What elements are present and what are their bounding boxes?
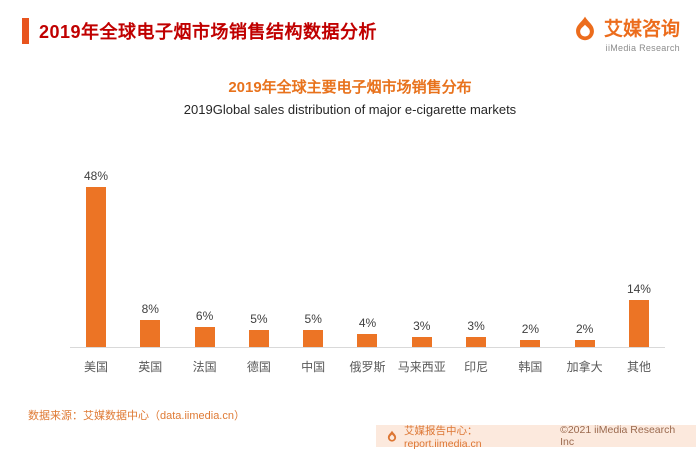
bar-column: 5% (233, 312, 285, 347)
bar-column: 6% (179, 309, 231, 347)
category-label: 加拿大 (566, 360, 603, 374)
category-label: 马来西亚 (397, 360, 446, 374)
bar-column: 2% (559, 322, 611, 347)
bar (520, 340, 541, 347)
bar-value-label: 14% (626, 282, 651, 296)
bar-column: 3% (396, 319, 448, 347)
bar (628, 300, 649, 347)
bar (411, 337, 432, 347)
bar-column: 5% (287, 312, 339, 347)
footer-report-link[interactable]: 艾媒报告中心：report.iimedia.cn (404, 424, 482, 450)
brand-name: 艾媒咨询 (603, 19, 680, 40)
page-title: 2019年全球电子烟市场销售结构数据分析 (39, 22, 378, 42)
bar-value-label: 4% (358, 316, 377, 330)
bar-column: 48% (70, 169, 122, 347)
bar-value-label: 2% (521, 322, 540, 336)
accent-bar (22, 18, 29, 44)
footer-flame-logo-icon (386, 430, 398, 442)
bar (86, 187, 106, 347)
bar-column: 3% (450, 319, 502, 347)
bar-value-label: 6% (195, 309, 214, 323)
bar (140, 320, 161, 347)
bar (466, 337, 487, 347)
bar-column: 14% (613, 282, 665, 347)
category-label: 印尼 (464, 360, 489, 374)
bar-value-label: 5% (250, 312, 268, 326)
category-axis: 美国 英国 法国 德国 中国 俄罗斯 马来西亚 印尼 韩国 加拿大 其他 (70, 349, 665, 375)
bar-column: 8% (124, 302, 176, 347)
bar (574, 340, 595, 347)
bar-value-label: 3% (413, 319, 431, 333)
bar (303, 330, 324, 347)
bar (194, 327, 215, 347)
bar-column: 2% (504, 322, 556, 347)
category-label: 法国 (192, 360, 217, 374)
category-label: 韩国 (518, 360, 543, 374)
brand-subname: iiMedia Research (605, 43, 680, 53)
category-label: 德国 (246, 360, 271, 374)
report-header: 2019年全球电子烟市场销售结构数据分析 (22, 18, 377, 44)
brand-logo: 艾媒咨询 iiMedia Research (572, 14, 680, 53)
bar-value-label: 3% (467, 319, 485, 333)
bar-value-label: 2% (576, 322, 594, 336)
category-label: 美国 (83, 360, 108, 374)
footer-copyright: ©2021 iiMedia Research Inc (560, 424, 676, 448)
flame-logo-icon (572, 15, 598, 41)
bar (248, 330, 269, 347)
bar (357, 334, 378, 347)
category-label: 其他 (626, 360, 651, 374)
bar-column: 4% (341, 316, 393, 347)
chart-subtitle: 2019Global sales distribution of major e… (183, 102, 517, 117)
chart-title: 2019年全球主要电子烟市场销售分布 (228, 79, 472, 96)
data-source-note: 数据来源：艾媒数据中心（data.iimedia.cn） (28, 410, 245, 422)
bar-value-label: 8% (141, 302, 159, 316)
category-label: 中国 (301, 360, 326, 374)
bar-value-label: 5% (304, 312, 322, 326)
category-label: 英国 (138, 360, 163, 374)
category-label: 俄罗斯 (349, 360, 386, 374)
brand-row: 艾媒咨询 (572, 14, 680, 41)
bar-chart-plot: 48% 8% 6% 5% 5% 4% 3% 3% 2% 2% 14% (70, 158, 665, 348)
bar-value-label: 48% (83, 169, 109, 183)
footer-strip: 艾媒报告中心：report.iimedia.cn ©2021 iiMedia R… (376, 424, 696, 450)
